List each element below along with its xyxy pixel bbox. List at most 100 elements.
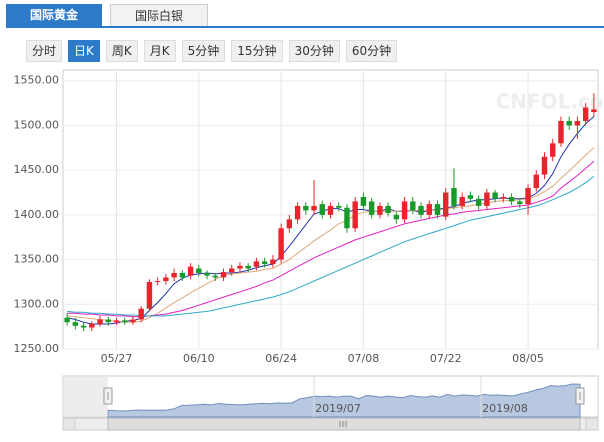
period-button[interactable]: 5分钟 [181,40,226,62]
candle-body [187,266,194,276]
candle-body [443,192,449,217]
candle-body [508,196,515,202]
period-button[interactable]: 周K [105,40,138,62]
navigator-mask [64,377,108,416]
candle-body [212,275,218,278]
candle-body [204,272,210,276]
candle-body [566,120,572,126]
candle-body [311,205,317,211]
period-button[interactable]: 月K [143,40,176,62]
scroll-right[interactable] [585,417,599,431]
tab-bar: 国际黄金 国际白银 [6,4,604,28]
candle-body [467,195,474,199]
candle-body [500,196,507,199]
navigator-area [107,383,581,418]
y-tick-label: 1350.00 [14,253,60,266]
candle-body [574,120,581,126]
candle-body [558,120,564,144]
candle-body [253,261,260,267]
candle-body [336,205,342,208]
candle-body [97,319,103,324]
candle-body [294,205,301,220]
x-tick-label: 07/22 [430,352,462,365]
candle-body [327,205,334,215]
period-buttons: 分时 日K 周K 月K 5分钟 15分钟 30分钟 60分钟 [26,40,403,62]
tab[interactable]: 国际白银 [110,4,208,26]
x-tick-label: 07/08 [348,352,380,365]
candle-body [525,188,531,205]
candle-body [459,196,465,206]
navigator-label: 2019/07 [315,402,361,415]
candle-body [517,201,523,205]
candle-body [385,205,391,214]
candle-body [368,201,375,215]
scrollbar-thumb[interactable] [107,417,581,431]
candle-body [122,320,128,323]
tab[interactable]: 国际黄金 [6,4,102,26]
candle-body [64,317,70,323]
candle-body [451,188,457,206]
candle-body [89,323,95,328]
x-tick-label: 08/05 [512,352,544,365]
candle-body [138,308,144,320]
candle-body [105,319,111,323]
y-tick-label: 1550.00 [14,74,60,87]
candle-body [245,265,251,269]
candle-body [171,272,177,278]
candle-body [196,268,202,273]
candle-body [418,205,424,215]
candle-body [393,214,400,220]
candle-body [492,192,498,199]
period-button[interactable]: 60分钟 [345,40,398,62]
x-tick-label: 05/27 [101,352,133,365]
period-button[interactable]: 15分钟 [231,40,283,62]
candle-body [163,277,169,282]
candle-body [377,205,383,215]
candle-body [434,204,441,215]
period-button[interactable]: 分时 [26,40,63,62]
moving-average-line [67,147,595,323]
candle-body [550,143,556,157]
candle-body [220,272,227,278]
navigator-label: 2019/08 [482,402,528,415]
candle-body [286,219,293,229]
candle-body [261,261,268,265]
candle-body [179,272,186,278]
candle-body [303,205,309,211]
moving-average-line [67,176,595,317]
x-tick-label: 06/24 [265,352,297,365]
candle-body [410,201,416,211]
candle-body [591,109,597,113]
x-tick-label: 06/10 [183,352,215,365]
scroll-left[interactable] [62,417,76,431]
candle-body [484,192,490,206]
candle-body [229,268,235,273]
candle-body [541,156,548,175]
y-tick-label: 1300.00 [14,297,60,310]
candle-body [426,204,432,215]
candle-body [360,196,367,206]
candle-body [130,319,136,323]
candle-body [72,322,79,326]
candle-body [475,198,482,206]
candle-body [80,325,87,328]
candle-body [533,174,539,189]
candle-body [237,265,243,269]
y-tick-label: 1250.00 [14,342,60,355]
period-button[interactable]: 30分钟 [288,40,340,62]
candle-body [154,281,161,283]
candle-body [352,201,358,229]
candle-body [270,259,276,265]
y-tick-label: 1400.00 [14,208,60,221]
y-tick-label: 1450.00 [14,163,60,176]
period-button[interactable]: 日K [68,40,100,62]
moving-average-line [67,160,595,318]
candle-body [319,204,325,215]
candle-body [344,207,350,229]
candle-body [582,107,589,121]
candle-body [278,228,284,260]
y-tick-label: 1500.00 [14,118,60,131]
candle-body [401,201,408,220]
